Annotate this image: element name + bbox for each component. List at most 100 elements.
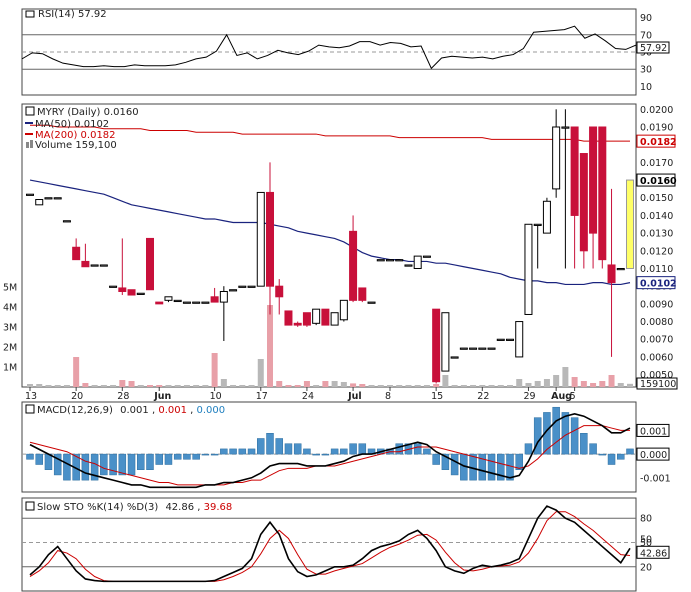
macd-histogram-bar xyxy=(515,453,523,470)
volume-bar xyxy=(36,384,43,387)
sto-tick-label: 20 xyxy=(640,562,652,573)
macd-histogram-bar xyxy=(137,453,145,470)
price-candle xyxy=(339,299,348,322)
candle-body xyxy=(256,191,265,287)
macd-panel-frame xyxy=(21,401,637,493)
candle-body xyxy=(367,301,376,304)
price-candle xyxy=(182,301,191,304)
volume-bar xyxy=(257,359,264,387)
macd-legend-sep-2: , xyxy=(190,405,196,416)
volume-tick-label: 1M xyxy=(3,363,17,374)
x-tick-label: Jun xyxy=(153,391,171,402)
macd-histogram-bar xyxy=(303,448,311,455)
macd-badge-box xyxy=(636,447,670,461)
price-tick-label: 0.0140 xyxy=(640,211,673,222)
candle-body xyxy=(469,347,478,350)
volume-bar xyxy=(119,380,126,387)
sto-badge-text: 42.86 xyxy=(640,548,667,559)
candle-body xyxy=(266,191,274,287)
macd-legend-sep-1: , xyxy=(152,405,158,416)
volume-bar xyxy=(183,385,190,387)
price-candle xyxy=(127,289,136,296)
candle-body xyxy=(589,126,598,234)
volume-bar xyxy=(27,384,33,387)
macd-histogram-bar xyxy=(340,448,348,455)
volume-legend-swatch xyxy=(26,142,29,148)
candle-body xyxy=(229,289,238,292)
candle-body xyxy=(312,308,321,324)
macd-histogram-bar xyxy=(81,453,90,481)
macd-badge: 0.000 xyxy=(636,447,670,461)
price-candle xyxy=(589,126,598,269)
price-candle xyxy=(44,197,53,200)
candle-body xyxy=(376,259,385,262)
price-badge-box xyxy=(636,276,676,290)
price-candle xyxy=(422,255,431,258)
macd-histogram-bar xyxy=(349,443,357,455)
price-candle xyxy=(219,286,228,342)
candle-body xyxy=(118,287,127,292)
candle-body xyxy=(626,179,634,269)
volume-bar xyxy=(267,305,273,387)
volume-bar xyxy=(470,385,477,387)
price-candle xyxy=(136,292,145,295)
volume-bar xyxy=(128,381,135,387)
candle-body xyxy=(182,301,191,304)
candle-body xyxy=(238,285,247,288)
macd-histogram-bar xyxy=(497,453,505,481)
rsi-legend: RSI(14) 57.92 xyxy=(38,9,107,20)
candle-body xyxy=(506,338,514,341)
candle-body xyxy=(450,356,459,359)
volume-bar xyxy=(617,383,624,387)
candle-body xyxy=(422,255,431,258)
price-candle xyxy=(35,199,44,206)
price-candle xyxy=(62,220,71,223)
volume-bar xyxy=(45,385,52,387)
sto-k-line xyxy=(29,505,631,583)
volume-bar xyxy=(396,385,403,387)
macd-histogram-bar xyxy=(598,453,607,456)
price-candle xyxy=(450,356,459,359)
macd-histogram-bar xyxy=(395,443,403,455)
sto-legend-prefix: Slow STO %K(14) %D(3) xyxy=(37,502,158,513)
volume-bar xyxy=(73,357,80,387)
rsi-tick-label: 70 xyxy=(640,30,652,41)
price-tick-label: 0.0050 xyxy=(640,370,673,381)
macd-histogram-bar xyxy=(580,433,588,455)
macd-legend-value: 0.001 xyxy=(120,405,149,416)
price-candle xyxy=(330,312,339,326)
x-tick-label: 17 xyxy=(256,391,268,402)
volume-bar xyxy=(377,385,384,387)
candle-body xyxy=(339,299,348,321)
macd-histogram-bar xyxy=(229,448,237,455)
macd-histogram-bar xyxy=(44,453,53,470)
price-candle xyxy=(506,338,514,341)
candle-body xyxy=(542,200,551,234)
sto-legend: Slow STO %K(14) %D(3) 42.86 , 39.68 xyxy=(37,502,232,513)
x-tick-label: 20 xyxy=(71,391,83,402)
macd-legend-prefix: MACD(12,26,9) xyxy=(37,405,113,416)
volume-bar xyxy=(285,385,292,387)
volume-bar xyxy=(230,385,237,387)
price-candle xyxy=(376,259,385,262)
candle-body xyxy=(552,126,561,190)
rsi-current-badge: 57.92 xyxy=(636,41,670,54)
rsi-tick-label: 10 xyxy=(640,82,652,93)
price-tick-label: 0.0200 xyxy=(640,105,673,116)
candle-body xyxy=(413,255,422,269)
volume-bar xyxy=(211,353,218,387)
price-legend-swatch xyxy=(25,106,35,116)
price-candle xyxy=(302,312,311,327)
candle-body xyxy=(386,259,394,262)
candle-body xyxy=(321,308,330,326)
price-candle xyxy=(72,238,81,261)
volume-bar xyxy=(553,375,560,387)
volume-bar xyxy=(100,385,107,387)
macd-histogram-bar xyxy=(90,453,99,481)
volume-bar xyxy=(405,385,412,387)
price-panel: 0.0200 0.0190 0.0170 0.0160 0.0150 0.0140 0.01… xyxy=(3,103,678,390)
price-candle xyxy=(626,179,634,269)
volume-bar xyxy=(193,385,200,387)
candle-body xyxy=(579,153,588,252)
macd-histogram-bar xyxy=(118,453,127,476)
